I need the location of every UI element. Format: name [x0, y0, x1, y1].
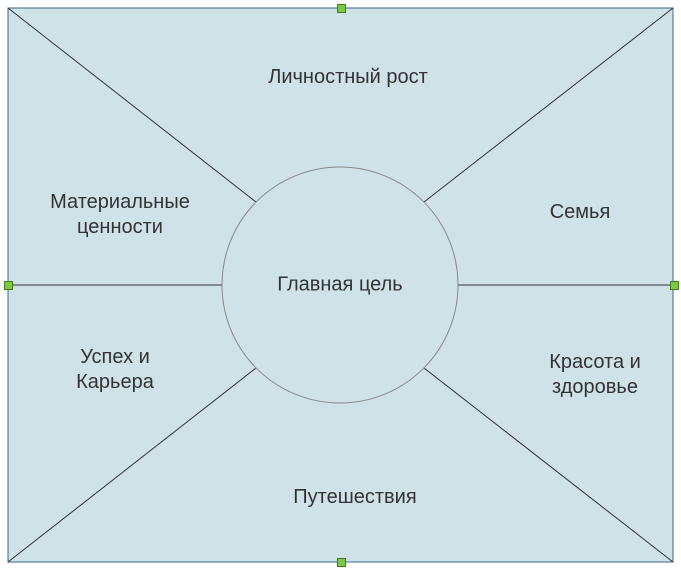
selection-handle-0[interactable] [337, 4, 346, 13]
sector-label-success-career: Успех и Карьера [40, 345, 190, 395]
diagram-canvas: Главная цель Личностный рост Семья Красота… [0, 0, 681, 570]
sector-label-travel: Путешествия [255, 485, 455, 510]
sector-label-family: Семья [510, 200, 650, 225]
selection-handle-3[interactable] [337, 558, 346, 567]
center-label: Главная цель [277, 274, 402, 297]
sector-label-beauty-health: Красота и здоровье [525, 350, 665, 400]
sector-label-personal-growth: Личностный рост [238, 65, 458, 90]
selection-handle-1[interactable] [4, 281, 13, 290]
selection-handle-2[interactable] [670, 281, 679, 290]
sector-label-material-values: Материальные ценности [30, 190, 210, 240]
